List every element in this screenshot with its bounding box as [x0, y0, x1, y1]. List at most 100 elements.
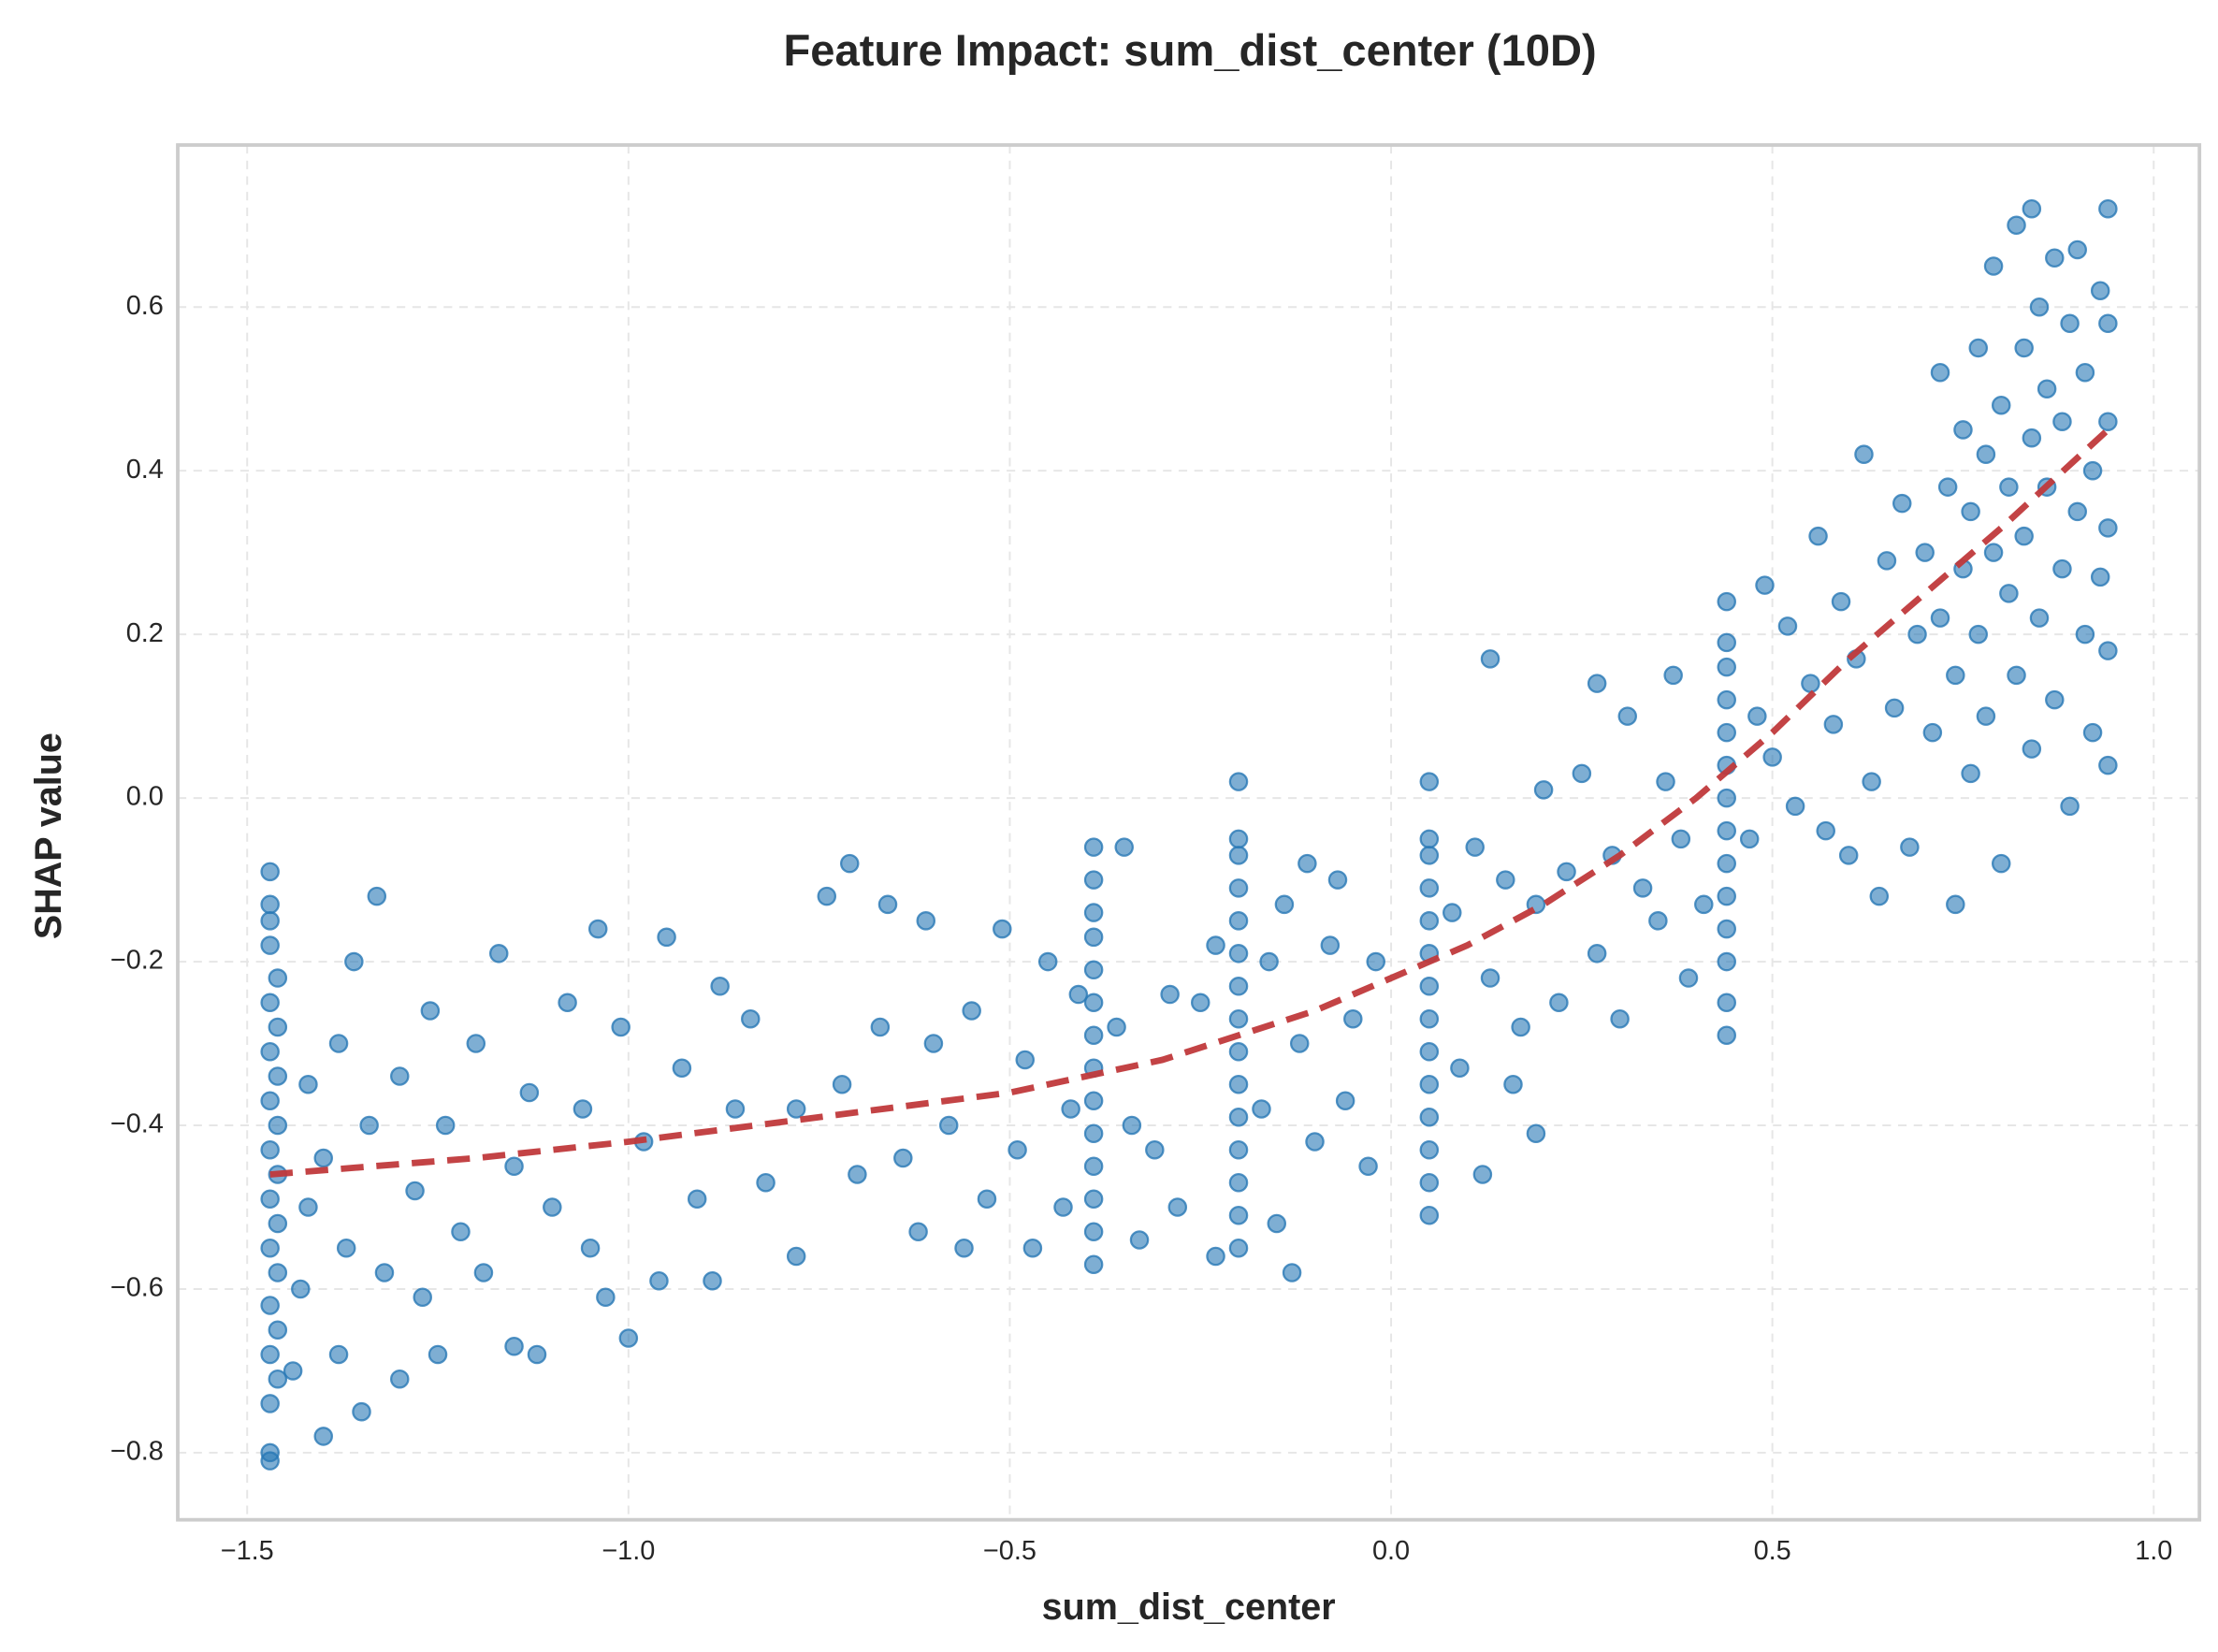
scatter-point — [1228, 1139, 1249, 1160]
scatter-point — [1717, 788, 1737, 808]
scatter-point — [1419, 1009, 1440, 1029]
scatter-point — [1632, 878, 1653, 898]
scatter-point — [1976, 444, 1996, 464]
chart-title: Feature Impact: sum_dist_center (10D) — [784, 25, 1597, 75]
scatter-point — [260, 862, 280, 882]
scatter-point — [1228, 1172, 1249, 1193]
scatter-point — [1083, 837, 1104, 857]
scatter-point — [587, 919, 608, 939]
scatter-point — [908, 1222, 928, 1241]
scatter-point — [1228, 829, 1249, 849]
scatter-point — [1053, 1197, 1073, 1217]
scatter-point — [2067, 239, 2088, 260]
scatter-point — [260, 993, 280, 1013]
scatter-point — [848, 1165, 867, 1184]
scatter-point — [1480, 649, 1500, 669]
scatter-point — [2052, 412, 2072, 431]
scatter-point — [1061, 1099, 1080, 1119]
scatter-point — [1083, 1222, 1104, 1241]
scatter-point — [1206, 1246, 1225, 1267]
scatter-point — [260, 1091, 280, 1111]
scatter-point — [1907, 624, 1927, 645]
scatter-point — [1083, 993, 1104, 1013]
scatter-point — [1930, 362, 1950, 383]
scatter-point — [428, 1344, 448, 1365]
scatter-point — [1228, 1042, 1249, 1062]
y-tick-label: 0.0 — [126, 782, 164, 812]
scatter-point — [260, 1394, 280, 1413]
scatter-point — [1739, 829, 1760, 849]
scatter-point — [938, 1115, 959, 1136]
scatter-point — [596, 1287, 616, 1307]
scatter-point — [1648, 911, 1668, 931]
scatter-point — [268, 968, 288, 988]
scatter-point — [2014, 526, 2034, 546]
scatter-point — [1678, 968, 1699, 988]
scatter-point — [260, 1296, 280, 1315]
scatter-point — [1083, 1123, 1104, 1144]
scatter-point — [2060, 313, 2080, 333]
scatter-point — [1747, 706, 1767, 726]
scatter-point — [1114, 837, 1134, 857]
scatter-point — [2098, 313, 2118, 333]
scatter-point — [618, 1328, 639, 1348]
scatter-point — [2098, 641, 2118, 660]
scatter-point — [336, 1238, 356, 1258]
scatter-point — [962, 1001, 981, 1021]
scatter-point — [519, 1082, 540, 1103]
grid — [178, 145, 2200, 1520]
scatter-point — [1167, 1197, 1188, 1217]
y-tick-label: −0.4 — [110, 1109, 164, 1139]
scatter-point — [1610, 1009, 1630, 1029]
scatter-point — [839, 853, 860, 874]
scatter-point — [1160, 984, 1180, 1005]
scatter-point — [390, 1066, 410, 1086]
scatter-point — [344, 951, 364, 972]
scatter-point — [313, 1427, 334, 1446]
scatter-point — [687, 1189, 707, 1210]
scatter-point — [1587, 674, 1607, 693]
scatter-point — [1419, 829, 1440, 849]
scatter-point — [1083, 903, 1104, 922]
scatter-point — [1533, 780, 1554, 800]
scatter-point — [1129, 1230, 1150, 1250]
x-tick-label: −1.0 — [602, 1536, 655, 1566]
scatter-point — [2029, 297, 2050, 317]
scatter-point — [1503, 1075, 1523, 1094]
scatter-point — [1145, 1139, 1165, 1160]
scatter-point — [1991, 395, 2011, 415]
scatter-point — [1884, 698, 1905, 718]
scatter-point — [291, 1279, 311, 1299]
scatter-point — [1419, 846, 1440, 865]
scatter-point — [2007, 215, 2026, 236]
x-tick-label: 0.5 — [1754, 1536, 1791, 1566]
scatter-point — [298, 1197, 318, 1217]
scatter-point — [558, 993, 577, 1013]
scatter-point — [710, 977, 730, 996]
scatter-point — [2060, 796, 2080, 817]
scatter-point — [260, 1139, 280, 1160]
scatter-point — [1228, 944, 1249, 964]
scatter-point — [2075, 362, 2095, 383]
scatter-point — [2067, 501, 2088, 522]
scatter-point — [2098, 518, 2118, 538]
scatter-point — [260, 1238, 280, 1258]
scatter-point — [1015, 1050, 1036, 1070]
scatter-point — [2045, 248, 2065, 268]
scatter-point — [649, 1270, 669, 1291]
scatter-point — [1801, 674, 1820, 693]
scatter-point — [1228, 1108, 1249, 1127]
scatter-point — [1259, 951, 1279, 972]
scatter-point — [2045, 689, 2065, 710]
scatter-point — [1083, 1156, 1104, 1177]
scatter-point — [1717, 689, 1737, 710]
scatter-point — [374, 1263, 395, 1282]
scatter-point — [1083, 1091, 1104, 1111]
scatter-point — [1922, 722, 1943, 743]
scatter-point — [2082, 460, 2103, 481]
y-axis-label: SHAP value — [28, 732, 69, 939]
scatter-point — [1717, 632, 1737, 653]
scatter-point — [260, 1344, 280, 1365]
scatter-point — [657, 927, 676, 948]
scatter-point — [1717, 591, 1737, 612]
